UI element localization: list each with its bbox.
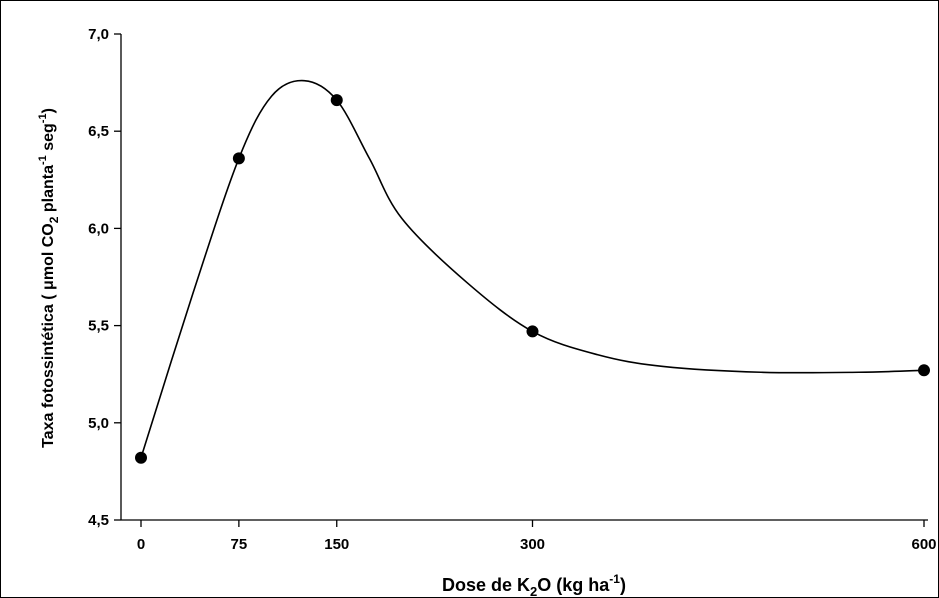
y-tick-label: 5,0 [88,415,109,432]
y-axis-title: Taxa fotossintética ( μmol CO2 planta-1 … [37,108,61,448]
fitted-curve [140,79,925,459]
x-tick-label: 600 [911,536,936,553]
data-point [526,325,539,338]
x-tick-label: 300 [520,536,545,553]
data-point [135,451,147,464]
y-tick-label: 6,0 [88,220,109,237]
x-axis-ticks: 0 75 150 300 600 [137,520,937,553]
y-tick-label: 7,0 [88,26,109,43]
data-point [232,152,245,165]
x-axis-title: Dose de K2O (kg ha-1) [442,572,626,598]
axes [120,34,928,521]
y-tick-label: 5,5 [88,318,109,335]
y-tick-label: 6,5 [88,123,109,140]
data-points [135,94,930,464]
y-tick-label: 4,5 [88,512,109,529]
data-point [330,94,343,107]
x-tick-label: 75 [231,536,248,553]
data-point [918,364,930,377]
y-axis-ticks: 4,5 5,0 5,5 6,0 6,5 7,0 [88,26,121,529]
x-tick-label: 150 [324,536,349,553]
x-tick-label: 0 [137,536,145,553]
